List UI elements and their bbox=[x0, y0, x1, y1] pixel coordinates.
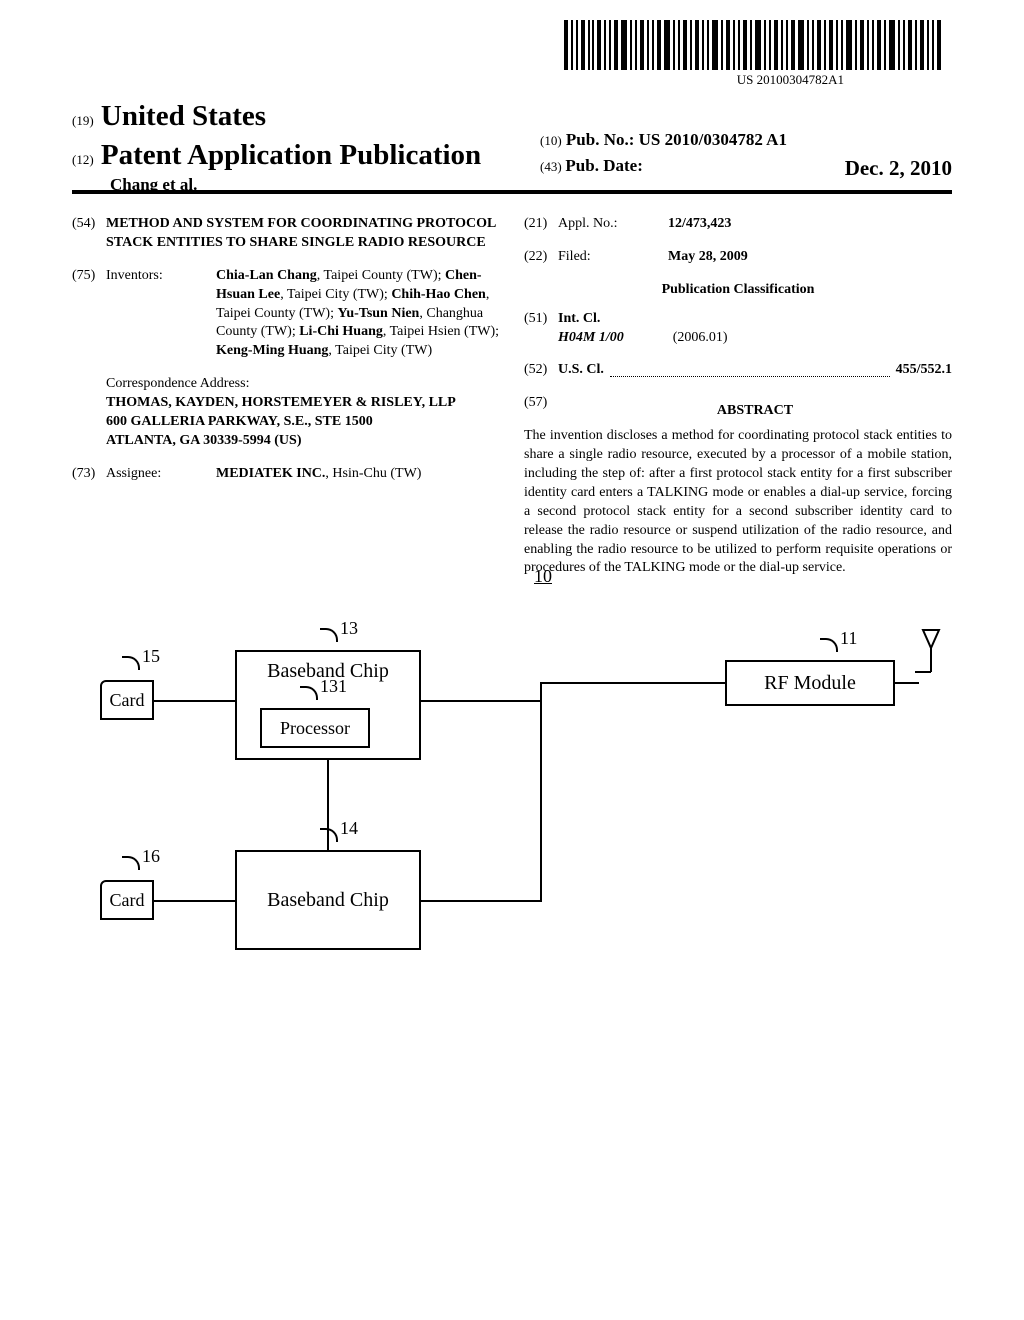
rf-module-label-line bbox=[820, 638, 838, 652]
rf-module-box: RF Module bbox=[725, 660, 895, 706]
processor-text: Processor bbox=[280, 718, 350, 739]
left-column: (54) METHOD AND SYSTEM FOR COORDINATING … bbox=[72, 215, 500, 578]
field-51-num: (51) bbox=[524, 310, 558, 348]
int-cl-code: H04M 1/00 bbox=[558, 330, 624, 345]
vertical-bus bbox=[540, 682, 542, 902]
country: United States bbox=[101, 100, 266, 132]
field-52-num: (52) bbox=[524, 361, 558, 380]
header-fine-line bbox=[72, 193, 952, 194]
conn-rf-antenna bbox=[895, 682, 919, 684]
rf-module-text: RF Module bbox=[764, 672, 856, 695]
int-cl-label: Int. Cl. bbox=[558, 310, 728, 329]
us-cl-label: U.S. Cl. bbox=[558, 361, 604, 380]
baseband-14-label-line bbox=[320, 828, 338, 842]
assignee-label: Assignee: bbox=[106, 465, 216, 484]
field-75-num: (75) bbox=[72, 267, 106, 361]
baseband-14-box: Baseband Chip bbox=[235, 850, 421, 950]
card-15-text: Card bbox=[110, 690, 145, 711]
rf-module-label: 11 bbox=[840, 628, 857, 649]
baseband-13-label-line bbox=[320, 628, 338, 642]
int-cl-block: Int. Cl. H04M 1/00 (2006.01) bbox=[558, 310, 728, 348]
right-column: (21) Appl. No.: 12/473,423 (22) Filed: M… bbox=[524, 215, 952, 578]
block-diagram: Card 15 Card 16 Baseband Chip 13 Process… bbox=[100, 640, 950, 970]
card-16-box: Card bbox=[100, 880, 154, 920]
pub-no-value: US 2010/0304782 A1 bbox=[639, 130, 787, 149]
pub-classification-heading: Publication Classification bbox=[524, 281, 952, 300]
baseband-14-text: Baseband Chip bbox=[267, 889, 389, 912]
baseband-13-label: 13 bbox=[340, 618, 358, 639]
card-16-label-line bbox=[122, 856, 140, 870]
abstract-text: The invention discloses a method for coo… bbox=[524, 427, 952, 578]
field-22-num: (22) bbox=[524, 248, 558, 267]
pub-date-label: Pub. Date: bbox=[565, 156, 642, 175]
card-15-label: 15 bbox=[142, 646, 160, 667]
conn-bb14-bus bbox=[421, 900, 540, 902]
filed-value: May 28, 2009 bbox=[668, 248, 952, 267]
inventors-label: Inventors: bbox=[106, 267, 216, 361]
field-54-num: (54) bbox=[72, 215, 106, 253]
processor-label: 131 bbox=[320, 676, 347, 697]
conn-bus-rf bbox=[540, 682, 725, 684]
field-57-num: (57) bbox=[524, 394, 558, 427]
dots-leader bbox=[610, 361, 890, 377]
inventors-text: Chia-Lan Chang, Taipei County (TW); Chen… bbox=[216, 267, 500, 361]
prefix-12: (12) bbox=[72, 152, 94, 167]
correspondence-block: Correspondence Address: THOMAS, KAYDEN, … bbox=[106, 375, 500, 451]
conn-bb13-bb14 bbox=[327, 760, 329, 850]
antenna-icon bbox=[915, 628, 955, 684]
baseband-14-label: 14 bbox=[340, 818, 358, 839]
field-21-num: (21) bbox=[524, 215, 558, 234]
conn-card16-bb14 bbox=[154, 900, 235, 902]
barcode-text: US 20100304782A1 bbox=[737, 72, 844, 88]
us-cl-value: 455/552.1 bbox=[896, 361, 952, 380]
int-cl-year: (2006.01) bbox=[673, 330, 728, 345]
card-16-label: 16 bbox=[142, 846, 160, 867]
filed-label: Filed: bbox=[558, 248, 668, 267]
pub-no-label: Pub. No.: bbox=[566, 130, 634, 149]
card-15-label-line bbox=[122, 656, 140, 670]
appl-no-label: Appl. No.: bbox=[558, 215, 668, 234]
conn-card15-bb13 bbox=[154, 700, 235, 702]
prefix-19: (19) bbox=[72, 113, 94, 128]
processor-box: Processor bbox=[260, 708, 370, 748]
prefix-43: (43) bbox=[540, 159, 562, 174]
figure-ref-number: 10 bbox=[534, 566, 552, 587]
assignee-value: MEDIATEK INC., Hsin-Chu (TW) bbox=[216, 465, 500, 484]
conn-bb13-bus bbox=[421, 700, 540, 702]
pub-date-value: Dec. 2, 2010 bbox=[845, 156, 952, 181]
card-16-text: Card bbox=[110, 890, 145, 911]
abstract-heading: ABSTRACT bbox=[558, 402, 952, 421]
correspondence-label: Correspondence Address: bbox=[106, 375, 500, 394]
correspondence-text: THOMAS, KAYDEN, HORSTEMEYER & RISLEY, LL… bbox=[106, 394, 500, 451]
invention-title: METHOD AND SYSTEM FOR COORDINATING PROTO… bbox=[106, 215, 500, 253]
card-15-box: Card bbox=[100, 680, 154, 720]
field-73-num: (73) bbox=[72, 465, 106, 484]
appl-no-value: 12/473,423 bbox=[668, 215, 952, 234]
prefix-10: (10) bbox=[540, 133, 562, 148]
publication-type: Patent Application Publication bbox=[101, 139, 481, 171]
barcode bbox=[564, 20, 944, 70]
